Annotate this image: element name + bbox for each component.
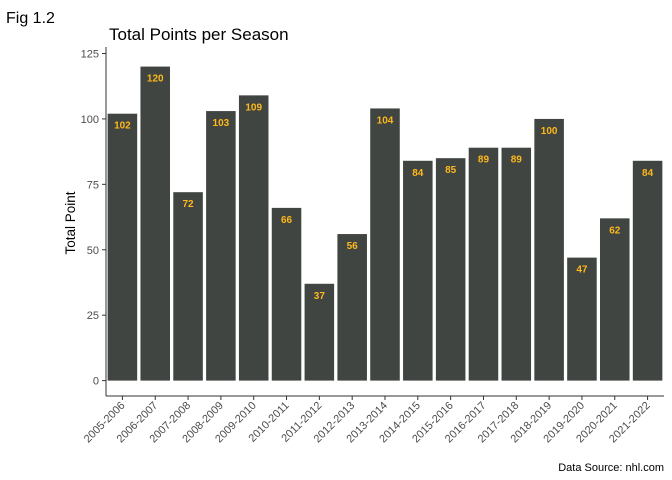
bar-2012-2013 xyxy=(337,234,367,381)
data-label-2019-2020: 47 xyxy=(576,265,588,276)
bar-2010-2011 xyxy=(271,207,302,381)
y-tick-label-125: 125 xyxy=(81,49,99,61)
data-label-2011-2012: 37 xyxy=(314,291,326,302)
data-label-2007-2008: 72 xyxy=(182,199,194,210)
data-label-2018-2019: 100 xyxy=(541,126,558,137)
data-label-2016-2017: 89 xyxy=(478,155,490,166)
bar-2018-2019 xyxy=(534,118,564,381)
bar-2011-2012 xyxy=(304,283,335,381)
bar-2007-2008 xyxy=(173,192,203,381)
data-label-2005-2006: 102 xyxy=(114,121,131,132)
bar-2017-2018 xyxy=(501,147,532,381)
data-label-2020-2021: 62 xyxy=(609,225,621,236)
y-tick-label-50: 50 xyxy=(87,245,99,257)
figure-label: Fig 1.2 xyxy=(6,10,55,27)
y-tick-label-100: 100 xyxy=(81,114,99,126)
bar-2005-2006 xyxy=(107,113,138,381)
bar-2006-2007 xyxy=(140,66,170,381)
data-label-2012-2013: 56 xyxy=(347,241,359,252)
chart-title: Total Points per Season xyxy=(109,25,289,44)
data-label-2009-2010: 109 xyxy=(245,102,262,113)
y-axis: 0 25 50 75 100 125 xyxy=(81,47,107,396)
bar-2014-2015 xyxy=(403,160,433,381)
y-axis-label: Total Point xyxy=(63,191,78,254)
bar-2015-2016 xyxy=(435,158,466,381)
x-axis: 2005-20062006-20072007-20082008-20092009… xyxy=(82,395,664,445)
bar-2008-2009 xyxy=(206,111,236,381)
bar-2020-2021 xyxy=(599,218,630,381)
data-label-2015-2016: 85 xyxy=(445,165,457,176)
y-tick-label-25: 25 xyxy=(87,310,99,322)
data-source-caption: Data Source: nhl.com xyxy=(558,462,664,474)
data-label-2017-2018: 89 xyxy=(511,155,523,166)
bar-2013-2014 xyxy=(370,108,400,381)
y-tick-label-75: 75 xyxy=(87,179,99,191)
data-label-2010-2011: 66 xyxy=(281,215,293,226)
data-label-2013-2014: 104 xyxy=(377,115,394,126)
bar-2019-2020 xyxy=(567,257,597,381)
data-label-2006-2007: 120 xyxy=(147,74,164,85)
data-label-2014-2015: 84 xyxy=(412,168,424,179)
bar-2009-2010 xyxy=(238,95,269,381)
data-label-2021-2022: 84 xyxy=(642,168,654,179)
bar-2021-2022 xyxy=(632,160,663,381)
y-tick-label-0: 0 xyxy=(93,376,99,388)
bars-group: 102 120 72 103 109 66 37 56 104 84 85 89 89 100 47 62 84 xyxy=(107,66,663,381)
bar-2016-2017 xyxy=(468,147,499,381)
data-label-2008-2009: 103 xyxy=(213,118,230,129)
